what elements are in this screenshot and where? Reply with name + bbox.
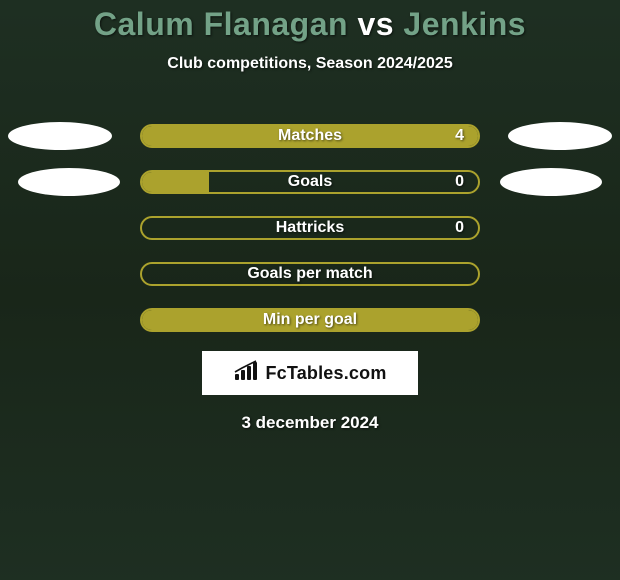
stat-row: Goals0 bbox=[0, 159, 620, 205]
left-marker-icon bbox=[8, 122, 112, 150]
stat-value: 0 bbox=[455, 216, 464, 240]
stat-label: Matches bbox=[140, 124, 480, 148]
stat-label: Goals per match bbox=[140, 262, 480, 286]
snapshot-date: 3 december 2024 bbox=[0, 413, 620, 433]
stat-row: Hattricks0 bbox=[0, 205, 620, 251]
left-marker-icon bbox=[18, 168, 120, 196]
page-title: Calum Flanagan vs Jenkins bbox=[0, 6, 620, 43]
stat-value: 4 bbox=[455, 124, 464, 148]
player2-name: Jenkins bbox=[403, 6, 526, 42]
stat-row: Min per goal bbox=[0, 297, 620, 343]
stat-rows: Matches4Goals0Hattricks0Goals per matchM… bbox=[0, 113, 620, 343]
stat-row: Matches4 bbox=[0, 113, 620, 159]
stat-row: Goals per match bbox=[0, 251, 620, 297]
chart-logo-icon bbox=[233, 360, 259, 387]
stat-label: Min per goal bbox=[140, 308, 480, 332]
stat-value: 0 bbox=[455, 170, 464, 194]
stats-card: Calum Flanagan vs Jenkins Club competiti… bbox=[0, 6, 620, 580]
player1-name: Calum Flanagan bbox=[94, 6, 348, 42]
right-marker-icon bbox=[508, 122, 612, 150]
subtitle: Club competitions, Season 2024/2025 bbox=[0, 55, 620, 73]
right-marker-icon bbox=[500, 168, 602, 196]
stat-label: Hattricks bbox=[140, 216, 480, 240]
source-badge-text: FcTables.com bbox=[265, 363, 386, 384]
stat-label: Goals bbox=[140, 170, 480, 194]
vs-separator: vs bbox=[357, 6, 394, 42]
source-badge: FcTables.com bbox=[202, 351, 418, 395]
